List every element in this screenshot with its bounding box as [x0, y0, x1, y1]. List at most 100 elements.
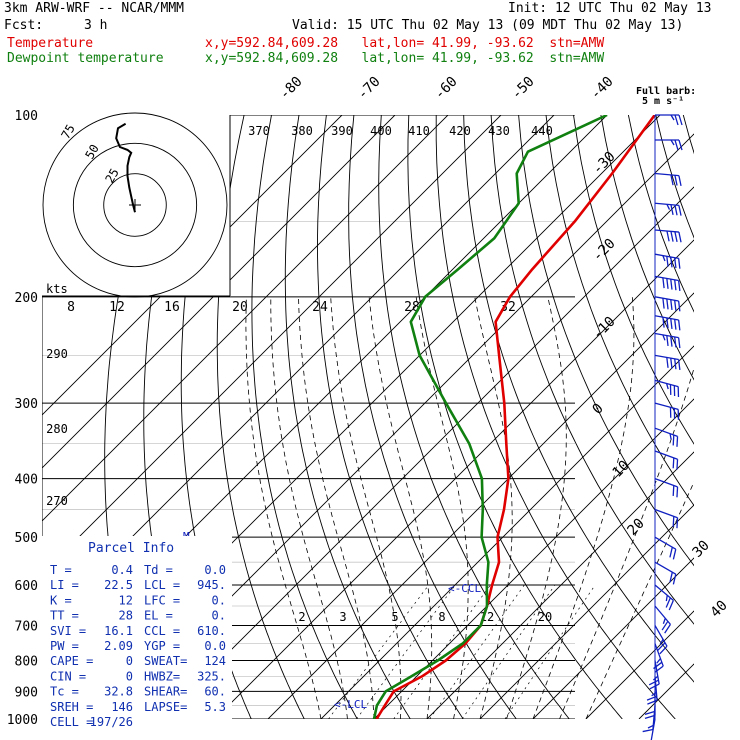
wind-barb-staff [654, 402, 679, 411]
theta-label: 440 [531, 124, 553, 138]
wind-barb [654, 508, 679, 529]
parcel-label: LFC = [144, 593, 180, 607]
isotherm [42, 115, 449, 522]
wind-barb [654, 427, 679, 447]
wind-barb-feather [644, 714, 656, 719]
parcel-label: HWBZ= [144, 669, 180, 683]
wind-barb [654, 379, 680, 398]
wind-barb-feather [677, 300, 681, 312]
wind-barb-feather [669, 572, 673, 583]
isotherm [479, 504, 694, 719]
wind-barb-feather [659, 645, 668, 655]
isotherm-label: 30 [690, 538, 713, 561]
isotherm [42, 115, 502, 575]
hodograph-speed-label: 24 [312, 300, 328, 315]
parcel-value: 12 [119, 593, 133, 607]
isotherm [267, 292, 694, 719]
wind-barb-feather [672, 457, 675, 469]
wind-barb [654, 202, 682, 216]
wind-barb-feather [662, 298, 665, 309]
dry-adiabat [600, 115, 694, 381]
moist-adiabat [532, 296, 635, 719]
dry-adiabat [627, 115, 694, 313]
pressure-tick-label: 400 [15, 473, 38, 488]
parcel-info-background [42, 536, 232, 719]
parcel-info-row: T = 0.4 Td = 0.0 [50, 563, 226, 577]
parcel-info-title: Parcel Info [88, 541, 174, 556]
temperature-profile [375, 115, 656, 719]
wind-barb-feather [659, 638, 664, 645]
parcel-label: CAPE = [50, 654, 93, 668]
parcel-value: 16.1 [104, 624, 133, 638]
isotherm [373, 398, 694, 719]
dewpoint-location: x,y=592.84,609.28 lat,lon= 41.99, -93.62… [205, 51, 605, 66]
parcel-label: LAPSE= [144, 700, 187, 714]
wind-barb [654, 584, 674, 611]
theta-label: 390 [331, 124, 353, 138]
wind-barb-feather [661, 620, 669, 631]
parcel-value: 2.09 [104, 639, 133, 653]
isotherm [214, 239, 694, 719]
hodograph-ring-label: 50 [82, 142, 101, 162]
ccl-annotation: <-CCL [448, 582, 481, 595]
parcel-label: EL = [144, 609, 173, 623]
wind-barb-feather [669, 433, 672, 440]
parcel-value: 146 [111, 700, 133, 714]
wind-barb [654, 354, 681, 370]
barb-key-unit: 5 m s⁻¹ [642, 96, 685, 107]
isotherm-label: -20 [590, 236, 619, 265]
wind-barb-feather [670, 358, 673, 369]
parcel-value: 0 [126, 654, 133, 668]
wind-barb-feather [666, 317, 669, 329]
parcel-label: CIN = [50, 669, 86, 683]
hodograph-ring-label: 25 [102, 166, 121, 186]
moist-adiabat [559, 366, 694, 719]
isotherm [638, 663, 694, 719]
wind-barb-feather [644, 710, 656, 715]
parcel-label: YGP = [144, 639, 180, 653]
wind-barb-feather [674, 358, 677, 370]
wind-barb-feather [662, 334, 666, 341]
mixing-ratio-line [461, 584, 556, 719]
profiles [372, 115, 656, 719]
wind-barb-feather [666, 335, 669, 347]
wind-barb-feather [670, 299, 673, 311]
dry-adiabat [348, 115, 517, 719]
forecast-hour: 3 h [84, 18, 108, 33]
wind-barb [650, 718, 656, 740]
dry-adiabat [545, 115, 694, 507]
wind-barb [654, 332, 681, 349]
hodograph-ring [42, 112, 228, 298]
wind-barb-feather [672, 549, 677, 560]
wind-barb-feather [678, 175, 682, 186]
wind-barb-feather [654, 665, 664, 673]
mixing-ratio-label: 8 [438, 610, 445, 624]
valid-time: Valid: 15 UTC Thu 02 May 13 (09 MDT Thu … [292, 18, 684, 33]
isotherm-label: -80 [277, 74, 306, 103]
wind-barb-feather [666, 298, 669, 310]
parcel-value: 0 [126, 669, 133, 683]
dry-adiabat [682, 115, 694, 155]
parcel-info-row: CIN = 0 HWBZ= 325. [50, 669, 226, 683]
parcel-info-row: TT = 28 EL = 0. [50, 609, 226, 623]
wind-barb-feather [669, 547, 673, 558]
dry-adiabat [407, 115, 623, 719]
init-time: Init: 12 UTC Thu 02 May 13 [508, 1, 712, 16]
hodograph-ring-label: 75 [58, 122, 77, 142]
hodograph-speed-label: 20 [232, 300, 248, 315]
mixing-ratio-line [328, 584, 429, 719]
wind-barb [653, 643, 664, 673]
theta-label: 420 [449, 124, 471, 138]
wind-barb-feather [674, 336, 677, 348]
isotherm [42, 115, 343, 416]
parcel-label: Tc = [50, 685, 79, 699]
wind-barb-feather [674, 114, 679, 126]
dry-adiabat [463, 115, 694, 683]
parcel-value: 0.0 [204, 563, 226, 577]
hodograph-unit-label: kts [46, 282, 68, 296]
wind-barb-feather [670, 256, 673, 268]
wind-barb-feather [672, 516, 675, 527]
wind-barb [654, 229, 682, 243]
dry-adiabat [284, 115, 411, 719]
isotherm [426, 451, 694, 719]
